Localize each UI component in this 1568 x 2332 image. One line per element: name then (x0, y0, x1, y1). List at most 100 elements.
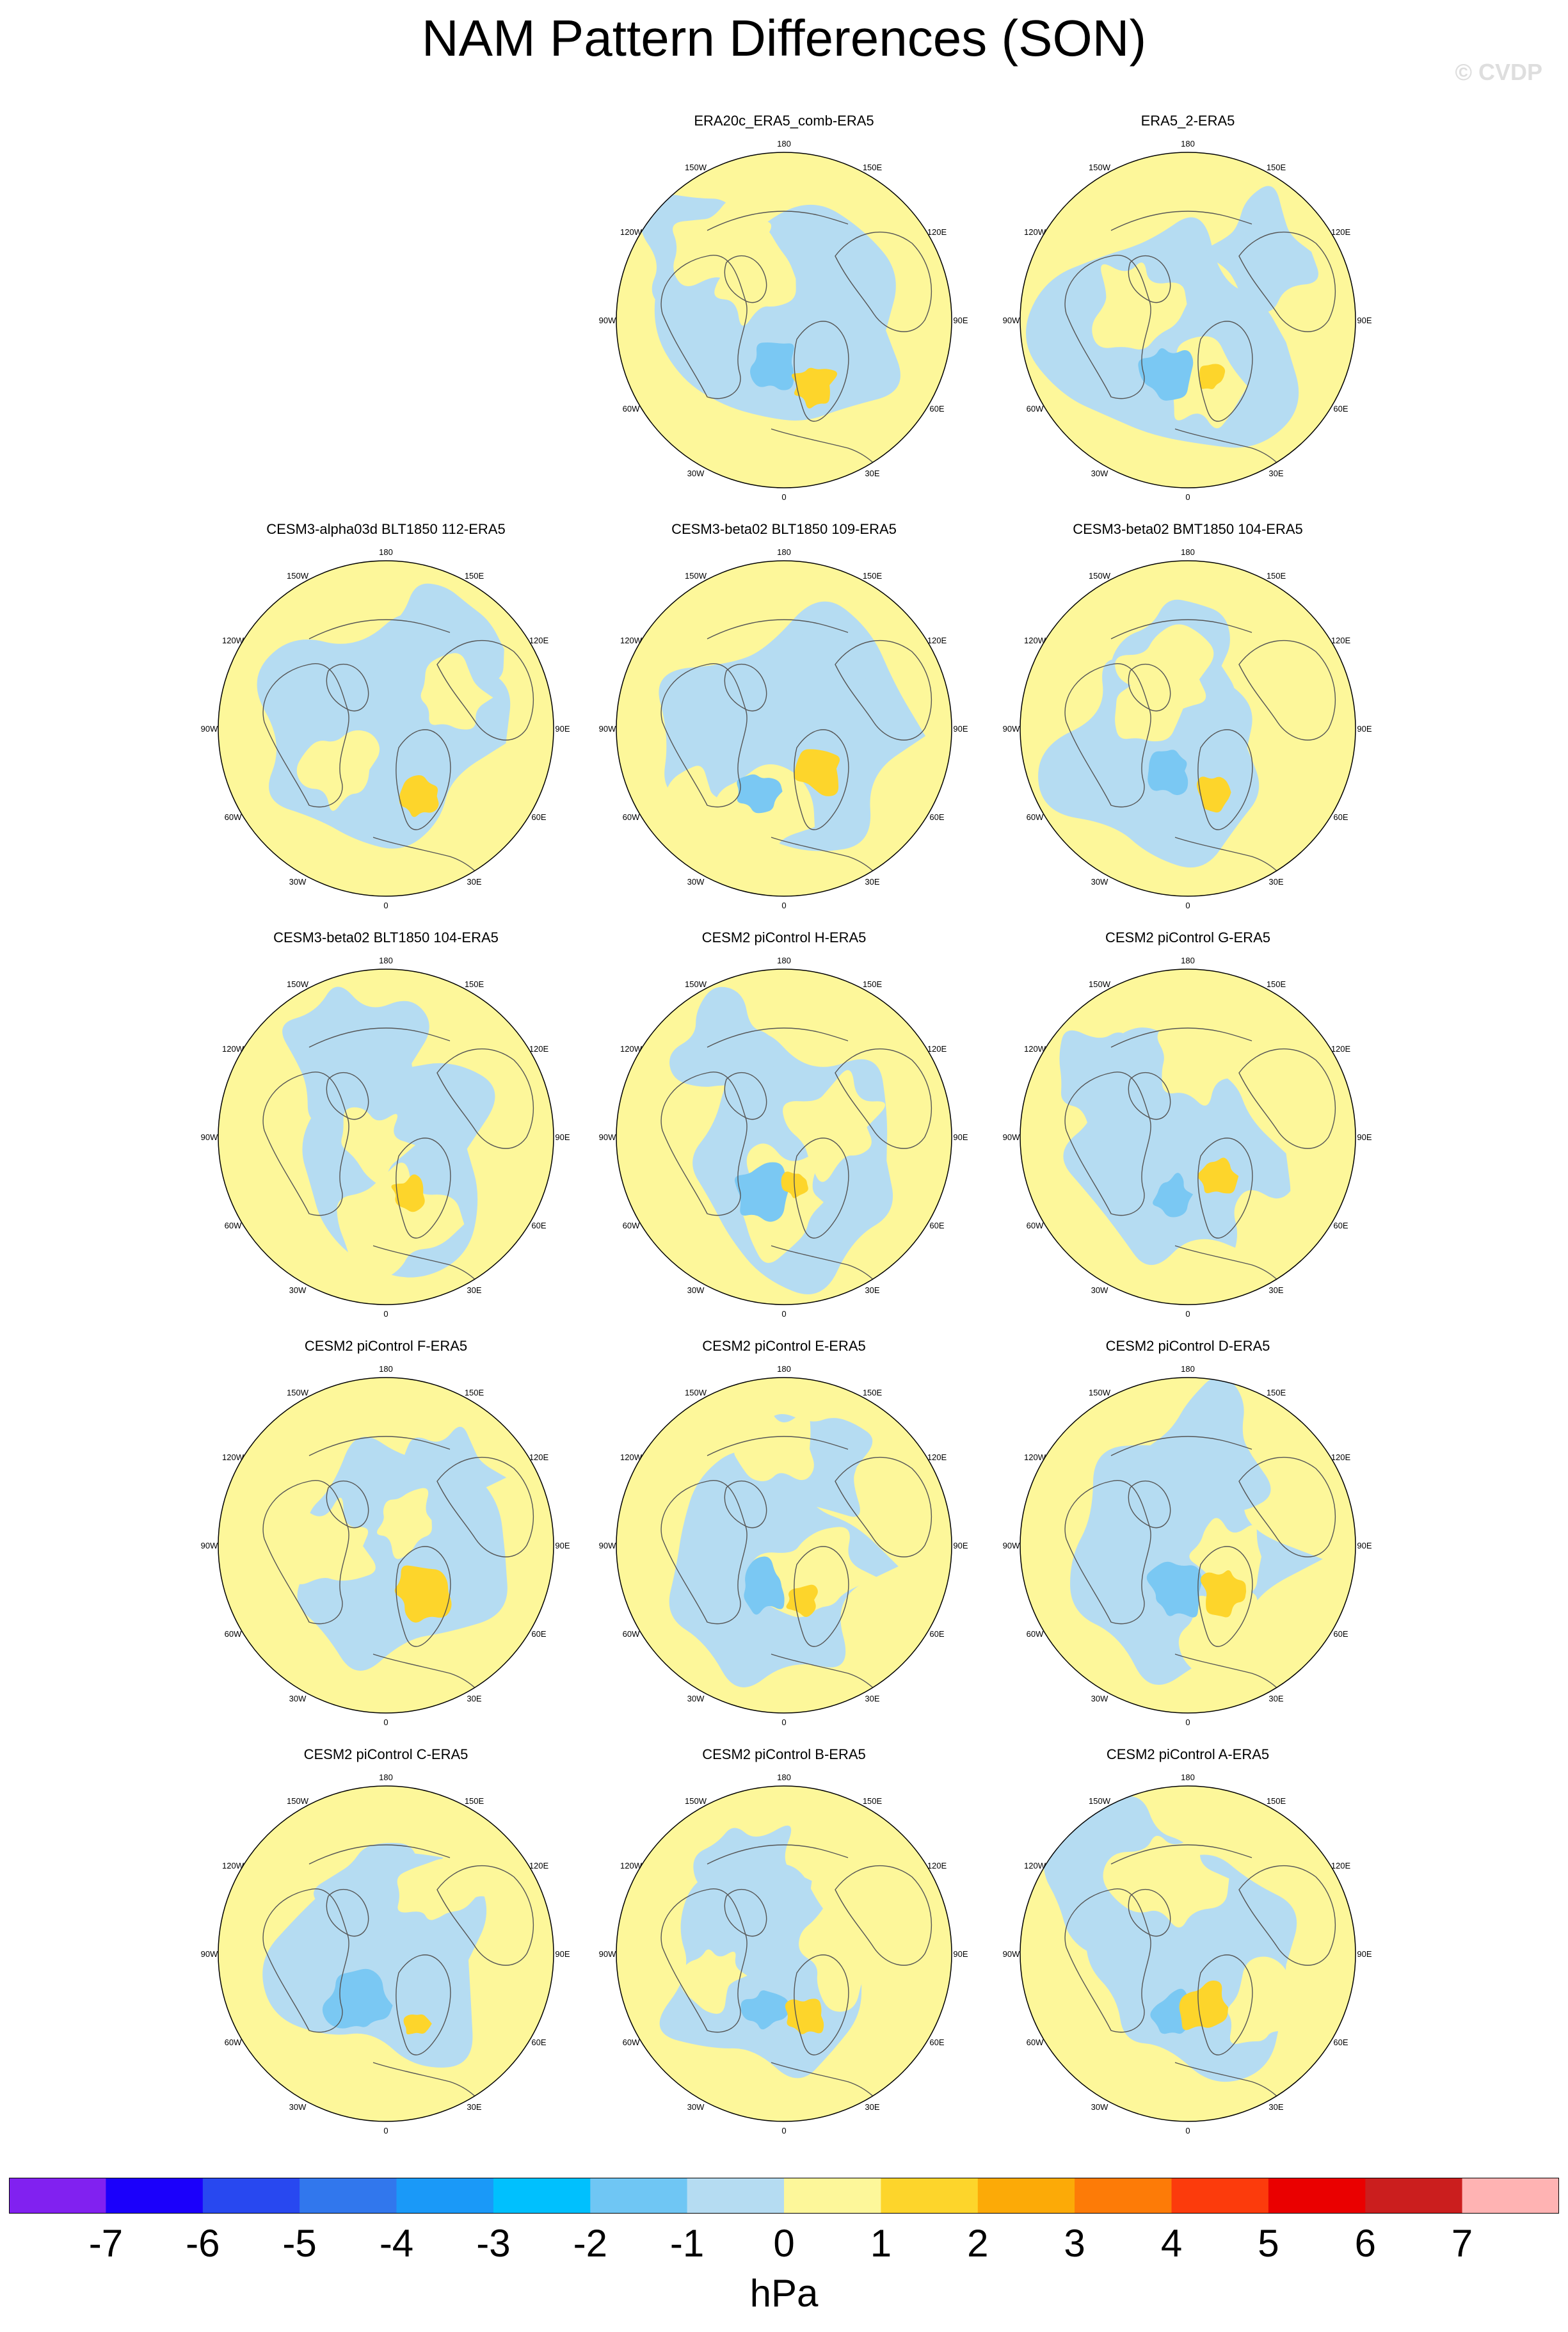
positive-region (673, 201, 778, 287)
contour-field (218, 1786, 554, 2121)
panel-title: CESM2 piControl A-ERA5 (1106, 1746, 1270, 1762)
longitude-label: 180 (379, 1364, 393, 1374)
longitude-label: 150W (1089, 979, 1111, 989)
map-border (1020, 152, 1356, 488)
contour-field (616, 1378, 952, 1713)
colorbar-tick-label: 7 (1451, 2222, 1473, 2265)
longitude-label: 120E (529, 1044, 549, 1054)
longitude-label: 120W (1024, 636, 1046, 645)
longitude-label: 120E (927, 1452, 947, 1462)
longitude-label: 180 (379, 1773, 393, 1782)
longitude-label: 30E (865, 877, 879, 887)
positive-core (403, 2014, 432, 2035)
positive-core (391, 1174, 425, 1212)
colorbar-segment (396, 2178, 494, 2214)
positive-region (1157, 1003, 1249, 1106)
contour-field (218, 1378, 554, 1713)
map-panel-cesm2-picontrol-h: CESM2 piControl H-ERA5 180 150E 120E 90E 60E… (579, 929, 989, 1365)
colorbar-tick-label: -4 (379, 2222, 414, 2265)
map-border (616, 560, 952, 897)
watermark: © CVDP (1455, 59, 1542, 85)
longitude-label: 60E (929, 404, 944, 414)
colorbar-segment (784, 2178, 881, 2214)
negative-core (734, 1162, 789, 1222)
colorbar-segment (881, 2178, 979, 2214)
longitude-label: 120E (927, 1861, 947, 1870)
longitude-label: 90E (1357, 724, 1372, 734)
map-panel-cesm3-beta02-blt1850-104: CESM3-beta02 BLT1850 104-ERA5 180 150E 120… (181, 929, 591, 1365)
longitude-label: 30E (865, 469, 879, 478)
longitude-label: 30E (865, 1694, 879, 1703)
colorbar-tick-label: -6 (186, 2222, 220, 2265)
longitude-label: 90E (555, 1132, 570, 1142)
contour-field (218, 561, 554, 896)
negative-region (654, 204, 900, 421)
map-panel-cesm2-picontrol-c: CESM2 piControl C-ERA5 180 150E 120E 90E 60E… (181, 1746, 591, 2182)
negative-core (737, 774, 783, 814)
polar-map: 180 150E 120E 90E 60E 30E 0 30W 60W 90W 120W 150W (599, 956, 968, 1319)
positive-core (792, 367, 838, 409)
positive-region (337, 1162, 465, 1281)
colorbar-segment (1171, 2178, 1269, 2214)
map-panel-cesm3-beta02-blt1850-109: CESM3-beta02 BLT1850 109-ERA5 180 150E 120… (579, 521, 989, 956)
longitude-label: 90E (555, 1949, 570, 1959)
longitude-label: 90E (1357, 316, 1372, 325)
colorbar-segment (300, 2178, 397, 2214)
longitude-label: 120E (1331, 1861, 1351, 1870)
colorbar-tick-label: 4 (1160, 2222, 1183, 2265)
panel-title: CESM2 piControl G-ERA5 (1105, 929, 1270, 945)
positive-core (794, 749, 840, 796)
positive-region (799, 1892, 887, 2012)
longitude-label: 0 (383, 1717, 388, 1727)
colorbar-tick-label: -7 (88, 2222, 124, 2265)
panel-title: CESM3-beta02 BLT1850 109-ERA5 (671, 521, 897, 537)
longitude-label: 30E (467, 1285, 481, 1295)
longitude-label: 150W (685, 1388, 707, 1397)
map-panel-cesm3-alpha03d-blt1850-112: CESM3-alpha03d BLT1850 112-ERA5 180 150E 1… (181, 521, 591, 956)
longitude-label: 30W (687, 877, 705, 887)
colorbar-segment (9, 2178, 106, 2214)
longitude-label: 150W (685, 1796, 707, 1806)
longitude-label: 0 (1185, 901, 1190, 910)
longitude-label: 60E (1333, 1629, 1348, 1639)
longitude-label: 60W (225, 812, 242, 822)
longitude-label: 30E (865, 2102, 879, 2112)
positive-region (283, 1497, 376, 1584)
longitude-label: 150W (685, 571, 707, 581)
positive-region (1103, 1835, 1229, 1928)
map-border (1020, 1785, 1356, 2122)
longitude-label: 90E (953, 316, 968, 325)
polar-map: 180 150E 120E 90E 60E 30E 0 30W 60W 90W 120W 150W (201, 1773, 570, 2135)
coastlines (660, 211, 932, 481)
colorbar-tick-labels: -7 -6 -5 -4 -3 -2 -1 0 1 2 3 4 5 6 7 (0, 2221, 1568, 2272)
map-border (616, 1377, 952, 1714)
longitude-label: 150W (287, 571, 309, 581)
coastlines (1064, 1844, 1336, 2114)
coastlines (660, 619, 932, 889)
coastlines (1064, 1436, 1336, 1706)
colorbar-tick-label: 1 (870, 2222, 892, 2265)
longitude-label: 120W (620, 636, 643, 645)
longitude-label: 30E (1268, 1694, 1283, 1703)
longitude-label: 30E (1268, 2102, 1283, 2112)
negative-core (740, 1990, 790, 2030)
map-panel-cesm2-picontrol-a: CESM2 piControl A-ERA5 180 150E 120E 90E 60E… (983, 1746, 1393, 2182)
longitude-label: 60W (225, 1221, 242, 1230)
colorbar-segment (687, 2178, 785, 2214)
negative-core (744, 1556, 785, 1615)
panel-title: CESM2 piControl H-ERA5 (701, 929, 867, 945)
colorbar-tick-label: -1 (669, 2222, 705, 2265)
negative-region (372, 583, 504, 720)
longitude-label: 180 (1181, 1364, 1195, 1374)
longitude-label: 180 (1181, 547, 1195, 557)
longitude-label: 30E (865, 1285, 879, 1295)
longitude-label: 0 (1185, 2126, 1190, 2135)
positive-core (394, 1565, 452, 1623)
positive-region (420, 653, 493, 730)
longitude-label: 60W (1027, 2038, 1044, 2047)
positive-region (656, 766, 733, 833)
negative-region (1124, 1378, 1271, 1533)
longitude-label: 60E (1333, 2038, 1348, 2047)
map-border (616, 969, 952, 1305)
longitude-label: 60W (225, 1629, 242, 1639)
